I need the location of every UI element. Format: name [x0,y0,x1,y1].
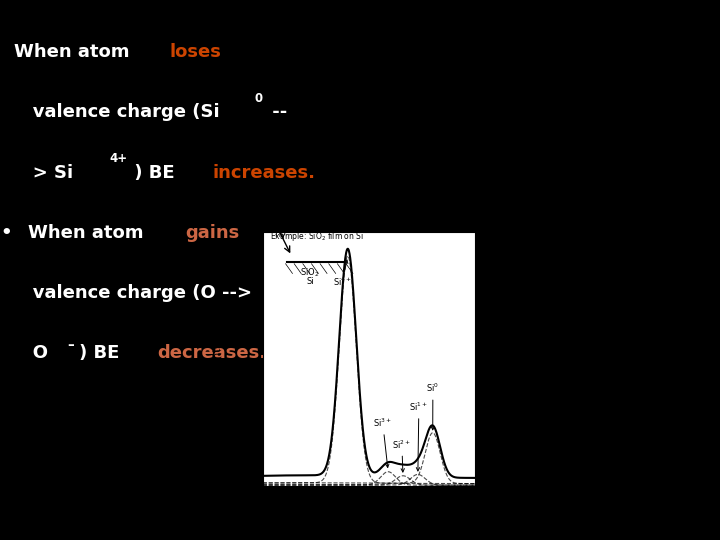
Text: valence charge (O -->: valence charge (O --> [14,284,252,302]
Text: ) BE: ) BE [79,345,126,362]
Text: Example: SiO$_2$ film on Si: Example: SiO$_2$ film on Si [270,230,364,243]
Text: Si$^0$: Si$^0$ [426,382,439,430]
Text: --: -- [266,103,287,122]
Text: Al³⁺: Al³⁺ [554,319,568,328]
Text: Al: Al [490,319,498,328]
Text: valence charge (Si: valence charge (Si [14,103,220,122]
Text: Cu⁺: Cu⁺ [554,341,568,350]
Text: –: – [68,338,74,352]
Text: -4.5 eV: -4.5 eV [624,296,651,305]
Text: Ni: Ni [490,207,498,215]
Text: 4 eV: 4 eV [624,430,641,440]
Text: Chemical shift
from zero-
valent state: Chemical shift from zero- valent state [624,184,685,214]
Text: W: W [490,408,498,417]
Text: Si: Si [306,276,314,286]
Text: loses: loses [169,43,221,61]
Text: -3.0 eV: -3.0 eV [624,229,651,238]
Text: When atom: When atom [14,43,135,61]
Text: Ti⁴⁺: Ti⁴⁺ [554,274,567,283]
Text: ) BE: ) BE [128,164,181,181]
Text: Fe: Fe [490,229,499,238]
Text: -6.0 eV: -6.0 eV [624,274,651,283]
Text: Fe³⁺: Fe³⁺ [554,252,570,260]
Text: Element: Element [490,184,526,193]
Text: Ni²⁺: Ni²⁺ [554,207,569,215]
Text: W⁶⁺: W⁶⁺ [554,430,568,440]
Text: -4.1 eV: -4.1 eV [624,252,651,260]
Text: -3.0 eV: -3.0 eV [624,341,651,350]
Text: Ti: Ti [490,274,497,283]
Text: Zr: Zr [490,386,499,395]
Text: gains: gains [185,224,239,242]
Text: Si$^{4+}$: Si$^{4+}$ [333,260,352,288]
Text: SiO$_2$: SiO$_2$ [300,267,320,280]
Text: -1.5 eV: -1.5 eV [624,363,651,372]
Text: Fe²⁺: Fe²⁺ [554,229,570,238]
Text: W⁶⁺: W⁶⁺ [554,408,568,417]
Text: When atom: When atom [27,224,149,242]
Text: Si⁴⁺: Si⁴⁺ [554,296,568,305]
Text: 4+: 4+ [110,152,128,165]
Text: O: O [14,345,48,362]
Text: •: • [0,224,12,242]
Text: increases.: increases. [212,164,315,181]
Y-axis label: Counts: Counts [213,342,223,376]
Text: > Si: > Si [14,164,73,181]
Text: 2 eV: 2 eV [624,408,641,417]
Title: BE decreases: BE decreases [330,219,408,228]
Text: Zr⁴⁺: Zr⁴⁺ [554,386,570,395]
Text: Si$^{2+}$: Si$^{2+}$ [392,438,411,472]
Text: Cu: Cu [490,341,500,350]
Text: -2.6 eV: -2.6 eV [624,319,651,328]
Text: Si: Si [490,296,498,305]
X-axis label: Electron energy (eV)   KE→
        ←BE: Electron energy (eV) KE→ ←BE [304,511,434,533]
Text: 0: 0 [254,91,262,105]
Text: -2.2 eV: -2.2 eV [624,207,651,215]
Text: hν: hν [274,229,286,239]
Text: decreases.: decreases. [157,345,266,362]
Text: Typical chemical shift values for XPS core levels: Typical chemical shift values for XPS co… [490,468,642,473]
Text: Si$^{3+}$: Si$^{3+}$ [373,417,392,468]
Text: Oxidation
state: Oxidation state [554,184,595,204]
Text: Si$^{1+}$: Si$^{1+}$ [410,401,428,471]
Text: -0 eV: -0 eV [624,386,644,395]
Text: Cu²⁺: Cu²⁺ [554,363,571,372]
